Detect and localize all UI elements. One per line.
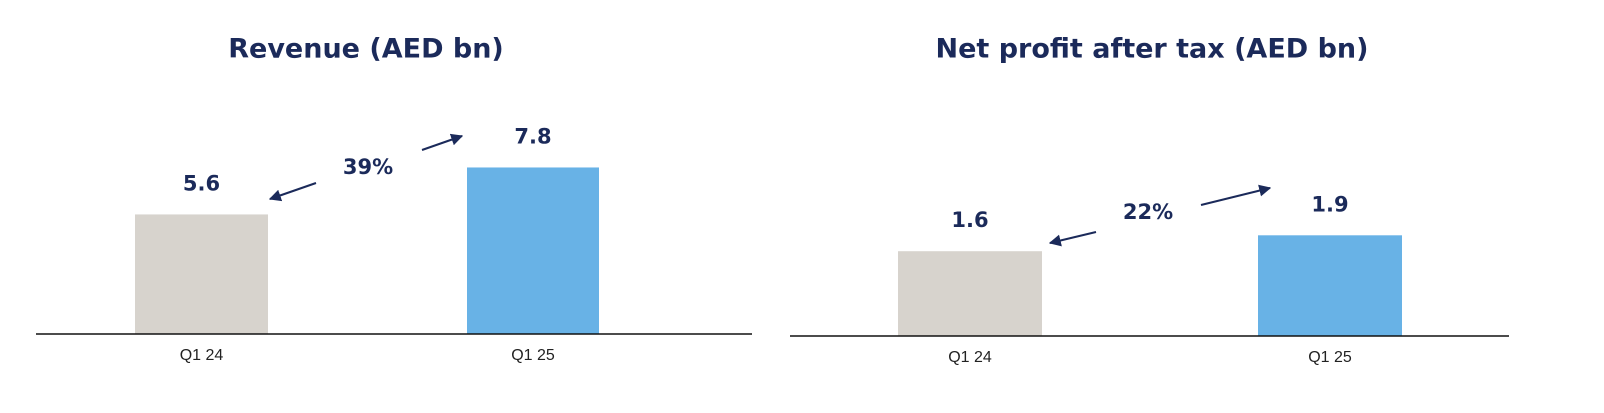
arrow: [1048, 231, 1097, 247]
x-tick-label: Q1 25: [1308, 349, 1352, 366]
chart-title: Net profit after tax (AED bn): [936, 34, 1369, 65]
annotation: 39%: [343, 155, 393, 179]
value-label: 7.8: [514, 124, 551, 148]
annotation: 22%: [1123, 200, 1173, 224]
value-label: 5.6: [183, 171, 220, 195]
bar: [1258, 235, 1402, 336]
bar: [135, 214, 268, 334]
value-label: 1.9: [1311, 192, 1348, 216]
arrow: [1200, 184, 1272, 206]
value-label: 1.6: [951, 208, 988, 232]
bar: [898, 251, 1042, 336]
bar: [467, 167, 599, 334]
arrow: [268, 182, 317, 202]
arrow: [421, 133, 464, 151]
x-tick-label: Q1 25: [511, 347, 555, 364]
x-tick-label: Q1 24: [948, 349, 992, 366]
x-tick-label: Q1 24: [180, 347, 224, 364]
chart-title: Revenue (AED bn): [228, 34, 504, 65]
